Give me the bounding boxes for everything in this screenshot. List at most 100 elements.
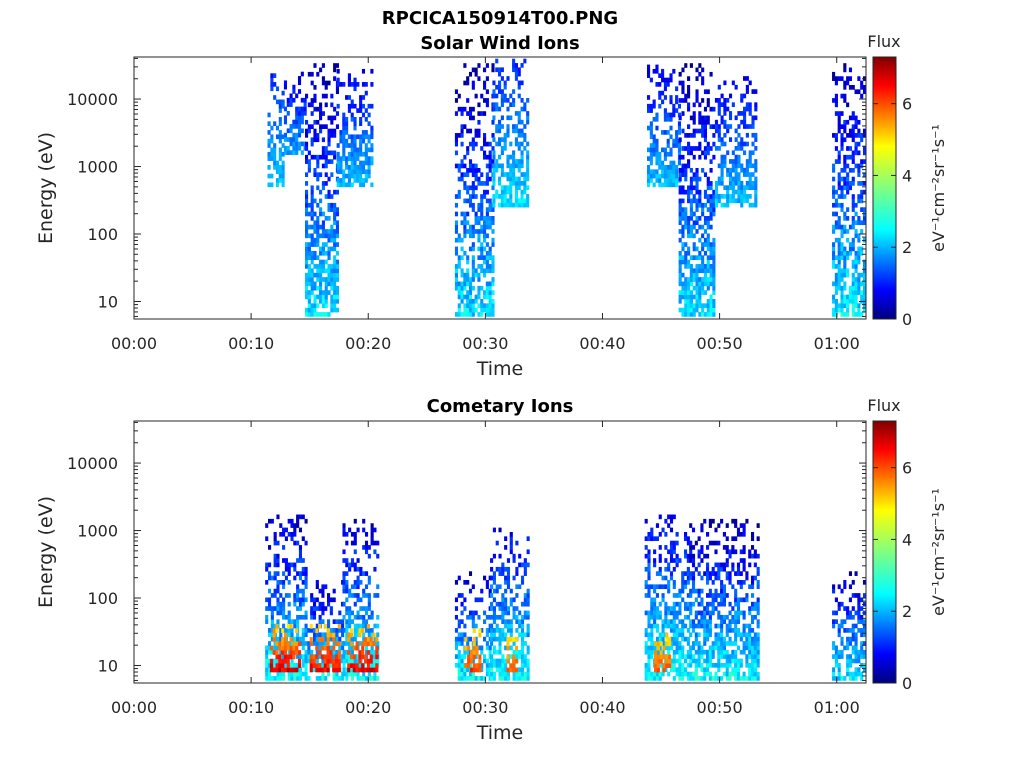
spectrogram-cell xyxy=(698,111,702,116)
spectrogram-cell xyxy=(286,645,290,651)
spectrogram-cell xyxy=(475,645,479,651)
spectrogram-cell xyxy=(742,645,746,651)
spectrogram-cell xyxy=(714,124,719,129)
spectrogram-cell xyxy=(658,82,662,87)
spectrogram-cell xyxy=(684,636,688,642)
spectrogram-cell xyxy=(495,159,499,164)
spectrogram-cell xyxy=(312,597,317,603)
spectrogram-cell xyxy=(717,645,721,651)
spectrogram-cell xyxy=(342,138,346,144)
spectrogram-cell xyxy=(474,163,478,169)
spectrogram-cell xyxy=(310,71,314,77)
spectrogram-cell xyxy=(703,610,707,616)
spectrogram-cell xyxy=(834,76,838,81)
spectrogram-cell xyxy=(498,649,502,655)
spectrogram-cell xyxy=(270,77,274,83)
spectrogram-cell xyxy=(287,619,291,624)
spectrogram-cell xyxy=(717,654,721,659)
spectrogram-cell xyxy=(350,676,355,681)
spectrogram-cell xyxy=(675,601,679,607)
spectrogram-cell xyxy=(353,134,357,140)
spectrogram-cell xyxy=(666,151,670,157)
spectrogram-cell xyxy=(720,154,724,160)
spectrogram-cell xyxy=(854,146,858,151)
spectrogram-cell xyxy=(504,536,508,542)
spectrogram-cell xyxy=(267,632,272,638)
spectrogram-cell xyxy=(491,119,495,125)
spectrogram-cell xyxy=(464,663,468,668)
spectrogram-cell xyxy=(701,124,705,129)
spectrogram-cell xyxy=(667,610,671,616)
spectrogram-cell xyxy=(646,125,651,131)
spectrogram-cell xyxy=(514,645,518,651)
spectrogram-cell xyxy=(848,115,853,121)
spectrogram-cell xyxy=(304,662,308,668)
spectrogram-cell xyxy=(655,671,659,677)
spectrogram-cell xyxy=(270,628,274,633)
spectrogram-cell xyxy=(655,606,659,611)
spectrogram-cell xyxy=(837,111,841,116)
spectrogram-cell xyxy=(345,676,349,681)
spectrogram-cell xyxy=(725,676,729,681)
spectrogram-cell xyxy=(717,84,721,90)
spectrogram-cell xyxy=(654,658,658,664)
spectrogram-cell xyxy=(663,116,667,122)
spectrogram-cell xyxy=(321,584,325,590)
spectrogram-cell xyxy=(293,562,297,568)
spectrogram-cell xyxy=(367,597,371,603)
spectrogram-cell xyxy=(339,182,343,188)
spectrogram-cell xyxy=(518,676,522,681)
spectrogram-cell xyxy=(310,593,314,598)
spectrogram-cell xyxy=(483,636,487,642)
spectrogram-cell xyxy=(756,601,760,607)
spectrogram-cell xyxy=(717,102,721,108)
spectrogram-cell xyxy=(315,663,319,668)
spectrogram-cell xyxy=(364,623,369,629)
y-tick-label: 10 xyxy=(98,656,118,675)
spectrogram-cell xyxy=(468,229,473,234)
spectrogram-cell xyxy=(851,628,855,633)
spectrogram-cell xyxy=(834,202,838,208)
spectrogram-cell xyxy=(750,667,755,673)
spectrogram-cell xyxy=(319,312,323,317)
spectrogram-cell xyxy=(644,610,648,616)
spectrogram-cell xyxy=(663,130,667,135)
spectrogram-cell xyxy=(315,667,319,673)
spectrogram-cell xyxy=(843,63,847,68)
spectrogram-cell xyxy=(851,128,855,134)
spectrogram-cell xyxy=(754,159,758,164)
spectrogram-cell xyxy=(310,98,314,103)
spectrogram-cell xyxy=(695,89,699,95)
spectrogram-cell xyxy=(659,650,663,655)
spectrogram-cell xyxy=(518,562,522,568)
spectrogram-cell xyxy=(290,662,294,668)
spectrogram-cell xyxy=(726,202,730,208)
spectrogram-cell xyxy=(290,676,294,681)
spectrogram-cell xyxy=(290,641,294,646)
spectrogram-cell xyxy=(745,641,749,646)
spectrogram-cell xyxy=(655,64,659,70)
spectrogram-cell xyxy=(694,636,698,642)
spectrogram-cell xyxy=(488,303,492,309)
spectrogram-cell xyxy=(362,676,366,681)
spectrogram-cell xyxy=(283,658,288,664)
spectrogram-cell xyxy=(466,272,470,278)
spectrogram-cell xyxy=(697,588,701,594)
spectrogram-cell xyxy=(701,207,705,212)
spectrogram-cell xyxy=(488,250,492,256)
spectrogram-cell xyxy=(474,597,478,603)
spectrogram-cell xyxy=(267,130,271,135)
spectrogram-cell xyxy=(714,198,719,204)
spectrogram-cell xyxy=(485,303,489,309)
spectrogram-cell xyxy=(742,545,746,550)
spectrogram-cell xyxy=(694,610,698,616)
spectrogram-cell xyxy=(289,645,293,651)
spectrogram-cell xyxy=(655,68,659,74)
spectrogram-cell xyxy=(652,134,656,140)
spectrogram-cell xyxy=(734,180,738,186)
spectrogram-cell xyxy=(854,610,858,616)
spectrogram-cell xyxy=(333,128,337,134)
spectrogram-cell xyxy=(267,575,272,581)
spectrogram-cell xyxy=(296,623,300,629)
spectrogram-cell xyxy=(483,220,487,226)
